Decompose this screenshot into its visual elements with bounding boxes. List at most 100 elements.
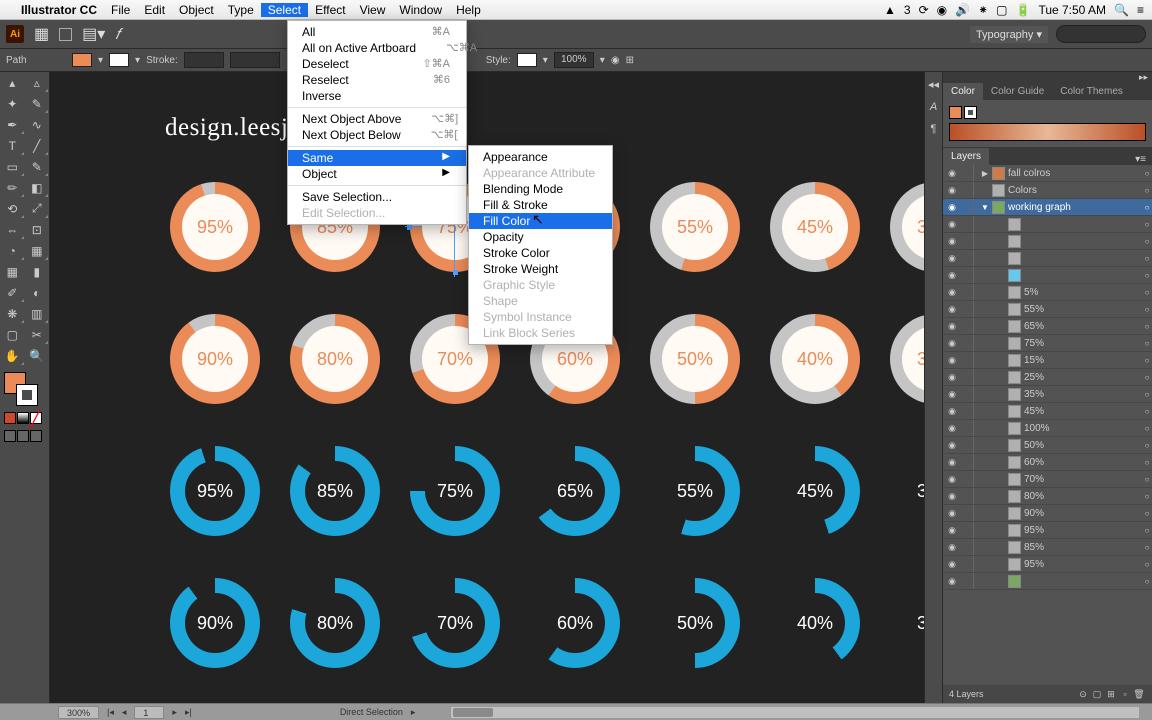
layer-row[interactable]: ◉85%○ xyxy=(943,539,1152,556)
donut-chart[interactable]: 90% xyxy=(170,578,260,668)
menu-view[interactable]: View xyxy=(353,3,393,17)
menu-type[interactable]: Type xyxy=(221,3,261,17)
layer-row[interactable]: ◉95%○ xyxy=(943,556,1152,573)
magic-wand-tool[interactable]: ✦ xyxy=(0,93,25,114)
menu-edit[interactable]: Edit xyxy=(137,3,172,17)
var-width[interactable] xyxy=(230,52,280,68)
visibility-icon[interactable]: ◉ xyxy=(945,253,959,264)
visibility-icon[interactable]: ◉ xyxy=(945,491,959,502)
sync-icon[interactable]: ⟳ xyxy=(919,3,929,17)
visibility-icon[interactable]: ◉ xyxy=(945,372,959,383)
zoom-field[interactable]: 100% xyxy=(554,52,594,68)
donut-chart[interactable]: 75% xyxy=(410,446,500,536)
target-icon[interactable]: ○ xyxy=(1142,288,1152,297)
layer-name[interactable]: 15% xyxy=(1024,355,1142,366)
layer-name[interactable]: 65% xyxy=(1024,321,1142,332)
brush-icon[interactable]: 𝑓 xyxy=(115,26,120,43)
target-icon[interactable]: ○ xyxy=(1142,322,1152,331)
target-icon[interactable]: ○ xyxy=(1142,339,1152,348)
make-clip-icon[interactable]: ▢ xyxy=(1090,689,1104,700)
target-icon[interactable]: ○ xyxy=(1142,475,1152,484)
panel-collapse-icon[interactable]: ▸▸ xyxy=(943,72,1152,82)
target-icon[interactable]: ○ xyxy=(1142,271,1152,280)
perspective-tool[interactable]: ▦ xyxy=(25,240,50,261)
donut-chart[interactable]: 80% xyxy=(290,314,380,404)
visibility-icon[interactable]: ◉ xyxy=(945,338,959,349)
menu-icon[interactable]: ≡ xyxy=(1137,3,1144,17)
visibility-icon[interactable]: ◉ xyxy=(945,304,959,315)
donut-chart[interactable]: 55% xyxy=(650,182,740,272)
artboard-nav-prev-icon[interactable]: ◂ xyxy=(122,707,127,718)
stroke-swatch[interactable] xyxy=(109,53,129,67)
doc-setup-icon[interactable]: ▤▾ xyxy=(82,24,105,44)
horizontal-scrollbar[interactable] xyxy=(450,706,1140,719)
fill-swatch[interactable] xyxy=(72,53,92,67)
visibility-icon[interactable]: ◉ xyxy=(945,542,959,553)
delete-layer-icon[interactable]: 🗑 xyxy=(1132,689,1146,700)
rotate-tool[interactable]: ⟲ xyxy=(0,198,25,219)
artboard-number[interactable]: 1 xyxy=(134,706,164,719)
visibility-icon[interactable]: ◉ xyxy=(945,525,959,536)
layer-name[interactable]: 90% xyxy=(1024,508,1142,519)
visibility-icon[interactable]: ◉ xyxy=(945,406,959,417)
submenu-item-blending-mode[interactable]: Blending Mode xyxy=(469,181,612,197)
pencil-tool[interactable]: ✏ xyxy=(0,177,25,198)
submenu-item-opacity[interactable]: Opacity xyxy=(469,229,612,245)
layers-tab[interactable]: Layers xyxy=(943,148,989,165)
layer-row[interactable]: ◉○ xyxy=(943,267,1152,284)
menu-item-object[interactable]: Object▶ xyxy=(288,166,466,182)
target-icon[interactable]: ○ xyxy=(1142,237,1152,246)
disclosure-icon[interactable]: ▼ xyxy=(981,203,989,212)
width-tool[interactable]: ⇔ xyxy=(0,219,25,240)
free-transform-tool[interactable]: ⊡ xyxy=(25,219,50,240)
layer-name[interactable]: 95% xyxy=(1024,559,1142,570)
stroke-weight[interactable] xyxy=(184,52,224,68)
layer-row[interactable]: ◉90%○ xyxy=(943,505,1152,522)
creative-cloud-icon[interactable]: ▲ xyxy=(884,3,896,17)
submenu-item-stroke-weight[interactable]: Stroke Weight xyxy=(469,261,612,277)
target-icon[interactable]: ○ xyxy=(1142,169,1152,178)
visibility-icon[interactable]: ◉ xyxy=(945,389,959,400)
donut-chart[interactable]: 60% xyxy=(530,578,620,668)
spotlight-icon[interactable]: 🔍 xyxy=(1114,3,1129,17)
visibility-icon[interactable]: ◉ xyxy=(945,219,959,230)
collapsed-dock[interactable]: ◂◂ A ¶ xyxy=(924,72,942,703)
layer-row[interactable]: ◉25%○ xyxy=(943,369,1152,386)
target-icon[interactable]: ○ xyxy=(1142,356,1152,365)
donut-chart[interactable]: 70% xyxy=(410,578,500,668)
artboard-nav-next-icon[interactable]: ▸ xyxy=(172,707,177,718)
donut-chart[interactable]: 30% xyxy=(890,314,924,404)
target-icon[interactable]: ○ xyxy=(1142,305,1152,314)
zoom-tool[interactable]: 🔍 xyxy=(25,345,50,366)
donut-chart[interactable]: 45% xyxy=(770,446,860,536)
workspace-switcher[interactable]: Typography ▾ xyxy=(970,26,1048,43)
layer-row[interactable]: ◉45%○ xyxy=(943,403,1152,420)
shape-builder-tool[interactable]: ◔ xyxy=(0,240,25,261)
character-panel-icon[interactable]: A xyxy=(930,101,937,113)
target-icon[interactable]: ○ xyxy=(1142,424,1152,433)
target-icon[interactable]: ○ xyxy=(1142,492,1152,501)
new-sublayer-icon[interactable]: ⊞ xyxy=(1104,689,1118,700)
layer-row[interactable]: ◉○ xyxy=(943,216,1152,233)
donut-chart[interactable]: 50% xyxy=(650,578,740,668)
target-icon[interactable]: ○ xyxy=(1142,560,1152,569)
layer-name[interactable]: 55% xyxy=(1024,304,1142,315)
line-tool[interactable]: ╱ xyxy=(25,135,50,156)
donut-chart[interactable]: 85% xyxy=(290,446,380,536)
select-menu[interactable]: All⌘AAll on Active Artboard⌥⌘ADeselect⇧⌘… xyxy=(287,20,467,225)
graph-tool[interactable]: ▥ xyxy=(25,303,50,324)
layer-row[interactable]: ◉35%○ xyxy=(943,386,1152,403)
layer-name[interactable]: 80% xyxy=(1024,491,1142,502)
menu-window[interactable]: Window xyxy=(392,3,449,17)
menu-item-deselect[interactable]: Deselect⇧⌘A xyxy=(288,56,466,72)
visibility-icon[interactable]: ◉ xyxy=(945,287,959,298)
menu-item-next-object-below[interactable]: Next Object Below⌥⌘[ xyxy=(288,127,466,143)
layer-row[interactable]: ◉ 80%○ xyxy=(943,488,1152,505)
visibility-icon[interactable]: ◉ xyxy=(945,440,959,451)
layer-name[interactable]: Colors xyxy=(1008,185,1142,196)
paintbrush-tool[interactable]: ✎ xyxy=(25,156,50,177)
submenu-item-fill-color[interactable]: Fill Color xyxy=(469,213,612,229)
zoom-level[interactable]: 300% xyxy=(58,706,99,719)
visibility-icon[interactable]: ◉ xyxy=(945,168,959,179)
transform-icon[interactable]: ⊞ xyxy=(626,55,634,66)
